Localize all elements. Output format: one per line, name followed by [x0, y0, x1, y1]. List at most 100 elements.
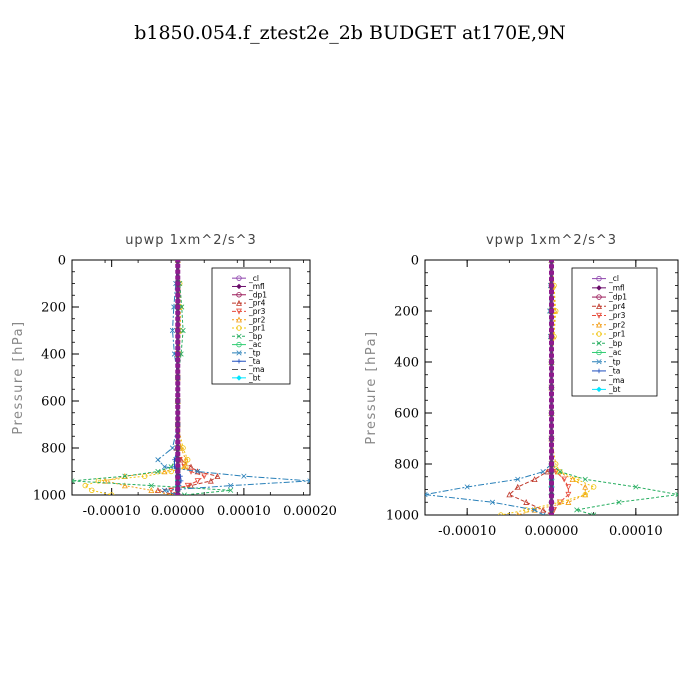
legend-marker: [236, 358, 242, 364]
legend-label: _ta: [608, 367, 620, 376]
zero-line-marker: [175, 328, 181, 333]
zero-line-marker: [549, 436, 554, 441]
series-point-pr1: [180, 445, 186, 451]
series-point-tp: [228, 483, 234, 489]
zero-line-marker: [549, 462, 554, 466]
series-point-pr1: [557, 499, 563, 505]
series-point-bp: [582, 476, 588, 482]
legend-marker: [596, 359, 602, 365]
zero-line-marker: [175, 428, 181, 433]
series-point-tp: [515, 476, 521, 482]
series-point-pr2: [182, 456, 189, 463]
zero-line-marker: [175, 260, 181, 262]
zero-line-marker: [175, 305, 181, 309]
legend-marker: [236, 292, 242, 298]
x-tick-label: -0.00010: [83, 504, 141, 519]
zero-line-marker: [549, 500, 554, 505]
panel-title: upwp 1xm^2/s^3: [125, 233, 257, 248]
legend-label: _pr3: [248, 307, 266, 316]
zero-line-marker: [175, 357, 181, 362]
zero-line-marker: [549, 270, 554, 275]
series-point-tp: [464, 484, 470, 490]
zero-line-marker: [549, 398, 554, 403]
y-tick-label: 600: [394, 407, 419, 422]
legend-label: _bt: [608, 385, 621, 394]
series-line-tp: [425, 260, 552, 515]
zero-line-marker: [549, 315, 554, 320]
zero-line-marker: [175, 399, 181, 403]
legend-label: _pr3: [608, 311, 626, 320]
legend-label: _dp1: [248, 290, 267, 299]
series-point-pr2: [565, 499, 572, 505]
series-point-tp: [195, 468, 201, 475]
legend-label: _ta: [248, 357, 260, 366]
legend-label: _pr1: [248, 324, 266, 333]
legend-marker: [236, 299, 242, 306]
panel-title: vpwp 1xm^2/s^3: [486, 233, 617, 248]
zero-line-marker: [175, 387, 181, 392]
zero-line-marker: [549, 360, 554, 364]
zero-line-marker: [549, 513, 554, 515]
series-point-pr1: [184, 457, 191, 463]
y-tick-label: 600: [41, 395, 66, 410]
series-point-pr1: [574, 476, 580, 482]
legend-label: _ac: [608, 348, 621, 357]
legend-label: _pr4: [608, 302, 626, 311]
zero-line-marker: [175, 369, 181, 374]
series-point-pr3: [188, 468, 194, 475]
zero-line-marker: [549, 442, 554, 447]
zero-line-marker: [549, 391, 554, 396]
series-point-pr1: [523, 507, 529, 513]
zero-line-marker: [175, 334, 181, 339]
legend-label: _ma: [608, 376, 625, 385]
zero-line-marker: [175, 269, 181, 274]
series-point-bp: [616, 499, 622, 505]
legend-marker: [596, 368, 602, 374]
zero-line-marker: [549, 289, 554, 294]
x-tick-label: 0.00010: [217, 504, 271, 519]
y-tick-label: 400: [394, 356, 419, 371]
series-point-pr1: [168, 468, 174, 475]
x-tick-label: 0.00000: [525, 524, 579, 539]
series-point-pr3: [172, 492, 179, 495]
series-point-bp: [633, 484, 639, 490]
series-point-pr4: [188, 482, 194, 489]
legend-label: _bt: [248, 373, 261, 382]
zero-line-marker: [549, 296, 554, 301]
series-point-pr4: [154, 487, 161, 494]
zero-line-marker: [175, 463, 181, 468]
y-tick-label: 800: [41, 442, 66, 457]
legend-label: _cl: [248, 274, 259, 283]
zero-line-marker: [175, 293, 181, 298]
zero-line-marker: [175, 457, 181, 462]
series-point-pr3: [194, 478, 201, 485]
legend-marker: [236, 283, 242, 290]
zero-line-marker: [175, 451, 181, 456]
series-point-tp: [489, 499, 496, 505]
series-point-bp: [557, 469, 563, 475]
legend-marker: [236, 341, 242, 348]
zero-line-marker: [549, 366, 554, 371]
zero-line-marker: [175, 310, 181, 315]
zero-line-marker: [175, 416, 181, 421]
legend-marker: [596, 312, 602, 319]
zero-line-marker: [549, 340, 554, 345]
zero-line-marker: [175, 381, 181, 386]
legend-marker: [236, 333, 242, 339]
zero-line-marker: [175, 393, 181, 398]
legend-marker: [596, 321, 602, 328]
series-point-pr1: [108, 492, 115, 495]
series-point-bp: [180, 327, 186, 334]
zero-line-marker: [549, 328, 554, 333]
legend-marker: [236, 316, 242, 323]
zero-line-marker: [175, 440, 181, 445]
zero-line-marker: [549, 353, 554, 358]
zero-line-marker: [549, 260, 554, 262]
zero-line-marker: [549, 347, 554, 352]
legend-label: _bp: [608, 339, 623, 348]
chart-panel-upwp: upwp 1xm^2/s^3 Pressure [hPa] 0 200 400 600 80…: [11, 233, 337, 519]
series-point-bp: [228, 487, 234, 493]
legend-label: _cl: [608, 274, 619, 283]
zero-line-marker: [175, 352, 181, 356]
zero-line-marker: [175, 493, 181, 495]
